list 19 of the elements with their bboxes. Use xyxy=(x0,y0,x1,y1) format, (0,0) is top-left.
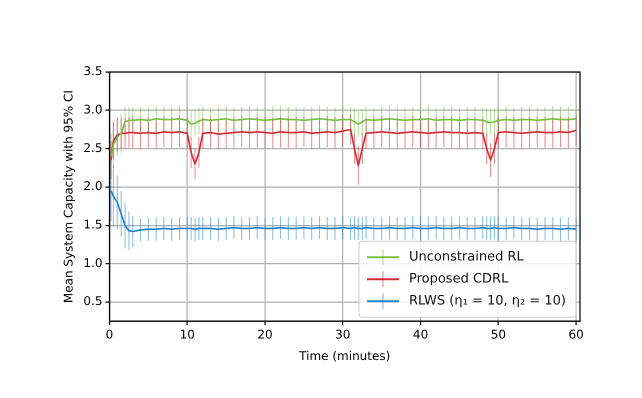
y-axis-title: Mean System Capacity with 95% CI xyxy=(61,90,76,304)
y-tick-label: 1.0 xyxy=(83,256,102,270)
y-tick-label: 3.5 xyxy=(83,64,102,78)
legend-label: Unconstrained RL xyxy=(408,250,525,265)
x-tick-label: 0 xyxy=(106,328,114,342)
legend-label: RLWS (η₁ = 10, η₂ = 10) xyxy=(408,294,566,309)
x-tick-label: 20 xyxy=(257,328,273,342)
x-tick-label: 10 xyxy=(180,328,195,342)
y-tick-label: 2.0 xyxy=(83,179,102,194)
x-tick-label: 60 xyxy=(568,328,584,342)
y-tick-label: 1.5 xyxy=(83,217,102,232)
y-tick-label: 2.5 xyxy=(83,140,102,155)
x-axis-title: Time (minutes) xyxy=(298,348,390,363)
x-tick-label: 30 xyxy=(335,328,350,342)
y-tick-label: 3.0 xyxy=(83,102,102,116)
legend-label: Proposed CDRL xyxy=(408,272,510,287)
x-tick-label: 50 xyxy=(490,328,506,342)
x-tick-label: 40 xyxy=(412,328,428,342)
y-tick-label: 0.5 xyxy=(83,294,102,308)
